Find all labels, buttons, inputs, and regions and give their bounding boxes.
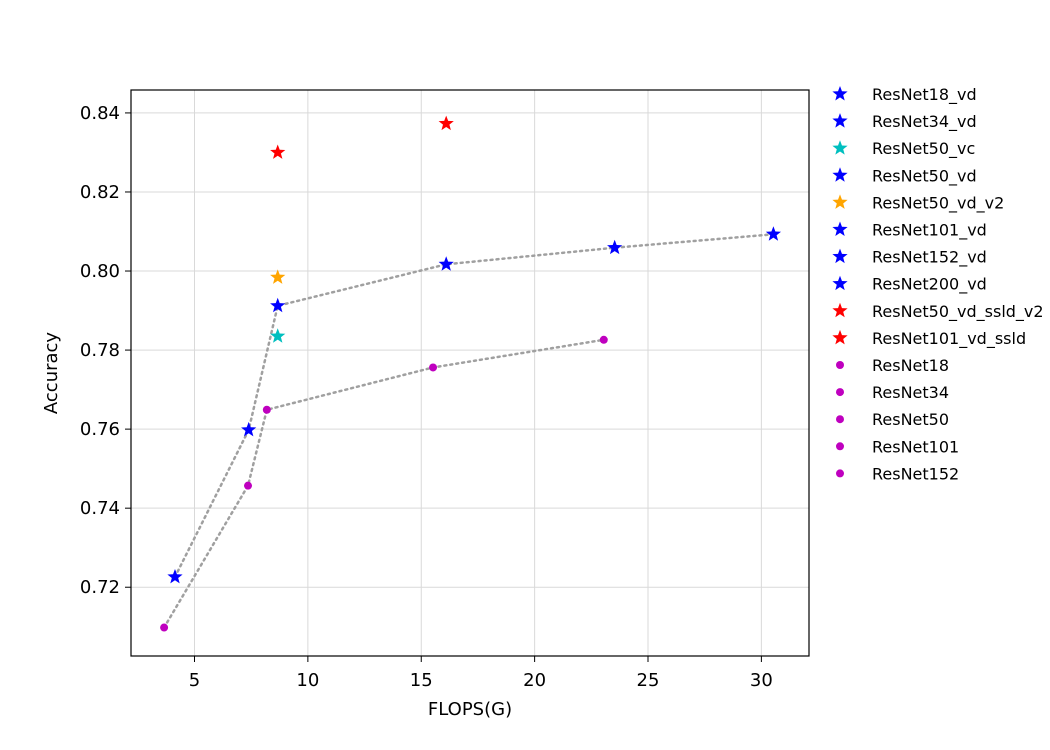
legend-star-marker [832,167,848,182]
legend-star-marker [832,302,848,318]
x-tick-label: 10 [296,670,319,691]
legend-star-marker [832,113,848,128]
legend-star-marker [832,329,848,345]
legend-dot-marker [836,361,844,369]
legend-label: ResNet101_vd [872,221,987,241]
y-tick-label: 0.82 [80,182,120,203]
dot-marker [160,623,169,632]
legend-star-marker [832,140,848,155]
star-marker [607,239,623,255]
star-marker [438,115,454,131]
x-tick-label: 30 [750,670,773,691]
legend-label: ResNet101_vd_ssld [872,329,1026,349]
legend-star-marker [832,275,848,291]
x-axis-ticks: 5 10 15 20 25 30 [189,656,773,691]
legend-label: ResNet101 [872,437,959,456]
dot-marker [429,363,438,372]
legend-dot-marker [836,388,844,397]
dot-marker [599,335,608,344]
data-points [160,115,782,632]
star-marker [167,568,183,584]
legend-label: ResNet50_vd [872,166,977,186]
star-marker [270,144,286,159]
legend-dot-marker [836,442,844,451]
legend-label: ResNet50 [872,410,949,429]
star-marker [241,421,257,437]
legend-dot-marker [836,415,844,424]
y-tick-label: 0.80 [80,261,120,282]
legend-label: ResNet152_vd [872,248,987,268]
y-tick-label: 0.84 [80,103,120,124]
legend-label: ResNet50_vd_v2 [872,193,1004,213]
y-tick-label: 0.74 [80,498,120,519]
legend-label: ResNet34_vd [872,112,977,132]
legend-label: ResNet152 [872,464,959,483]
dot-marker [244,481,253,490]
dot-marker [262,405,271,414]
y-tick-label: 0.76 [80,419,120,440]
star-marker [270,269,286,284]
x-tick-label: 25 [637,670,660,691]
plot-area-frame [130,89,810,657]
star-marker [765,226,782,241]
y-tick-label: 0.72 [80,577,120,598]
legend-star-marker [832,86,848,101]
x-tick-label: 20 [523,670,546,691]
y-tick-label: 0.78 [80,340,120,361]
legend-label: ResNet200_vd [872,275,987,295]
star-marker [270,297,286,313]
x-tick-label: 5 [189,670,200,691]
legend-label: ResNet18 [872,356,949,375]
legend-star-marker [832,221,848,236]
trend-line [173,233,775,579]
legend-label: ResNet18_vd [872,85,977,105]
y-axis-ticks: 0.72 0.74 0.76 0.78 0.80 0.82 0.84 [80,103,131,598]
legend-label: ResNet50_vc [872,139,975,159]
legend-label: ResNet50_vd_ssld_v2 [872,302,1044,322]
star-marker [438,256,454,271]
legend-dot-marker [836,469,844,478]
legend-star-marker [832,248,848,264]
x-tick-label: 15 [410,670,433,691]
legend-label: ResNet34 [872,383,949,402]
star-marker [270,328,286,343]
legend: ResNet18_vd ResNet34_vd ResNet50_vc ResNet5… [832,85,1044,483]
legend-star-marker [832,194,848,209]
y-axis-title: Accuracy [41,332,62,415]
x-axis-title: FLOPS(G) [428,699,512,720]
